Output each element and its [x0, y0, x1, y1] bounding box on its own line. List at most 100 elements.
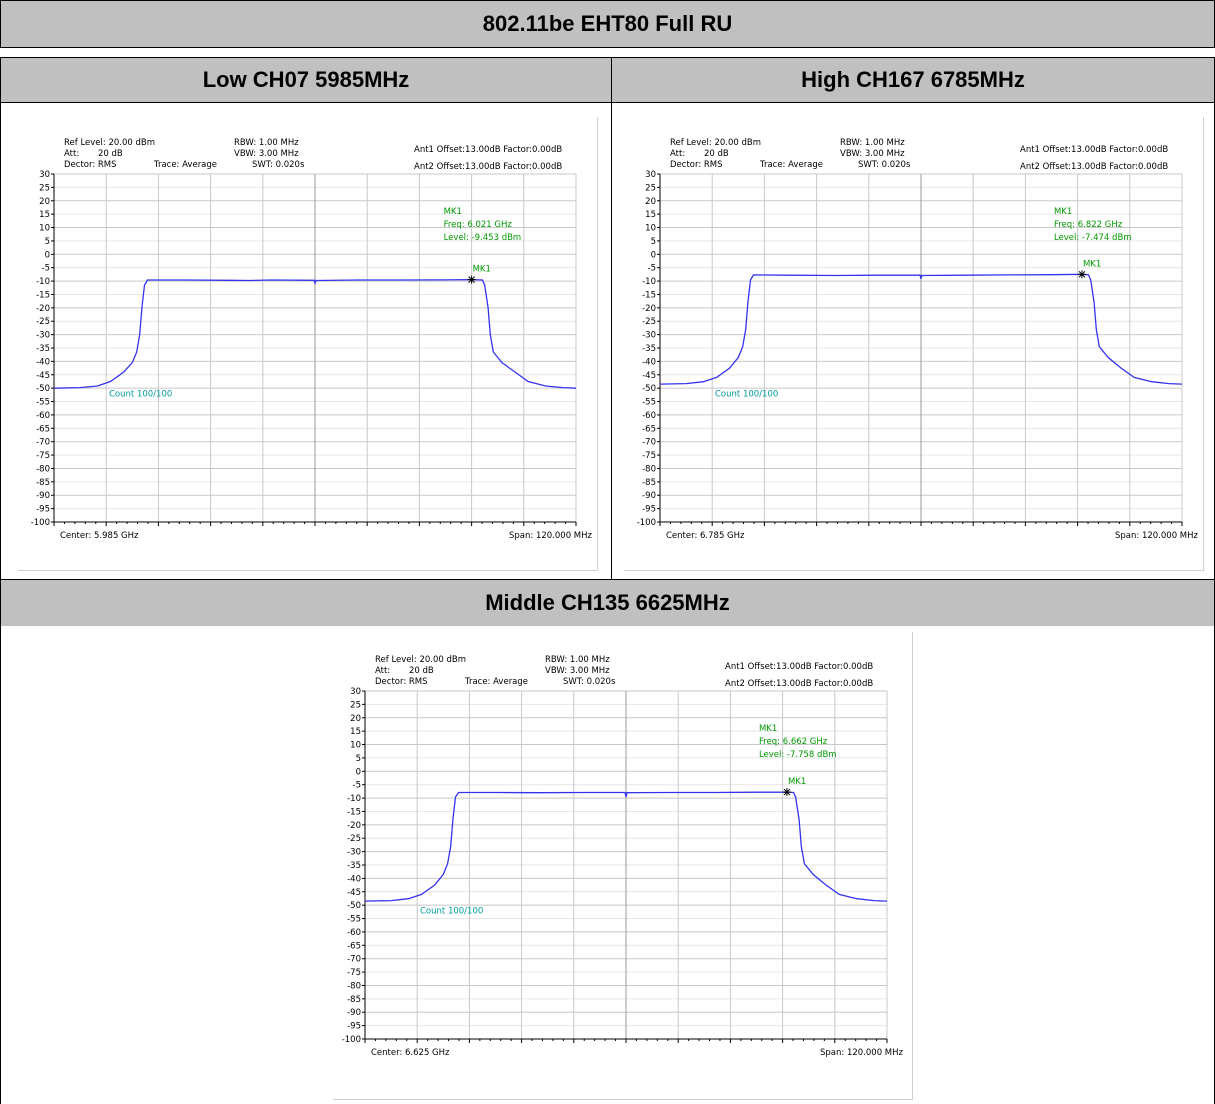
y-tick-label: -95	[347, 1022, 361, 1032]
cell-low-plot	[0, 102, 612, 580]
y-tick-label: -55	[347, 915, 361, 925]
spectrum-trace	[53, 278, 577, 389]
ant2-offset-label: Ant2 Offset:13.00dB Factor:0.00dB	[414, 162, 562, 172]
y-tick-label: -80	[36, 464, 50, 474]
y-tick-label: -40	[642, 357, 656, 367]
marker-readout-name: MK1	[444, 207, 462, 217]
y-tick-label: -40	[36, 357, 50, 367]
y-tick-label: 20	[350, 714, 361, 724]
att-value: 20 dB	[409, 666, 434, 676]
y-tick-label: -45	[347, 888, 361, 898]
y-tick-label: -85	[347, 995, 361, 1005]
y-tick-label: 0	[651, 250, 656, 260]
ant1-offset-label: Ant1 Offset:13.00dB Factor:0.00dB	[1020, 145, 1168, 155]
marker-readout-freq: Freq: 6.021 GHz	[444, 220, 513, 230]
ant1-offset-label: Ant1 Offset:13.00dB Factor:0.00dB	[414, 145, 562, 155]
y-tick-label: -100	[342, 1035, 361, 1045]
y-tick-label: -20	[642, 304, 656, 314]
y-tick-label: 25	[350, 700, 361, 710]
y-tick-label: -70	[347, 955, 361, 965]
y-tick-label: -90	[347, 1008, 361, 1018]
y-tick-label: -20	[36, 304, 50, 314]
marker-readout-level: Level: -9.453 dBm	[444, 233, 522, 243]
y-tick-label: 20	[39, 197, 50, 207]
y-tick-label: 10	[39, 224, 50, 234]
rbw-label: RBW: 1.00 MHz	[234, 138, 299, 148]
y-tick-label: -100	[31, 518, 50, 528]
y-tick-label: -35	[347, 861, 361, 871]
y-tick-label: -45	[642, 371, 656, 381]
count-label: Count 100/100	[420, 907, 483, 917]
y-tick-label: -30	[36, 331, 50, 341]
detector-label: Dector: RMS	[670, 160, 723, 170]
y-tick-label: -25	[36, 317, 50, 327]
y-tick-label: 20	[645, 197, 656, 207]
marker-point	[468, 276, 475, 283]
marker-point	[783, 788, 791, 796]
y-tick-label: 15	[350, 727, 361, 737]
y-tick-label: -75	[347, 968, 361, 978]
ant2-offset-label: Ant2 Offset:13.00dB Factor:0.00dB	[1020, 162, 1168, 172]
y-tick-label: -65	[347, 941, 361, 951]
center-frequency-label: Center: 6.785 GHz	[666, 531, 745, 541]
y-tick-label: -5	[42, 264, 50, 274]
y-tick-label: -65	[36, 424, 50, 434]
y-tick-label: -85	[36, 478, 50, 488]
y-tick-label: -70	[36, 438, 50, 448]
trace-mode-label: Trace: Average	[759, 160, 823, 170]
marker-readout-level: Level: -7.758 dBm	[759, 750, 837, 760]
marker-readout-freq: Freq: 6.662 GHz	[759, 737, 828, 747]
y-tick-label: -30	[347, 848, 361, 858]
plot-frame-low	[18, 117, 598, 571]
marker-readout-name: MK1	[1054, 207, 1072, 217]
y-tick-label: 5	[356, 754, 361, 764]
y-tick-label: 10	[645, 224, 656, 234]
y-tick-label: -35	[36, 344, 50, 354]
y-tick-label: 30	[350, 687, 361, 697]
table-title: 802.11be EHT80 Full RU	[0, 0, 1215, 48]
count-label: Count 100/100	[109, 390, 172, 400]
y-tick-label: -35	[642, 344, 656, 354]
trace-mode-label: Trace: Average	[153, 160, 217, 170]
y-tick-label: -15	[642, 290, 656, 300]
detector-label: Dector: RMS	[375, 677, 428, 687]
marker-label: MK1	[473, 265, 491, 275]
marker-label: MK1	[788, 777, 806, 787]
span-label: Span: 120.000 MHz	[509, 531, 593, 541]
y-tick-label: 10	[350, 741, 361, 751]
count-label: Count 100/100	[715, 390, 778, 400]
y-tick-label: -50	[642, 384, 656, 394]
ref-level-label: Ref Level: 20.00 dBm	[670, 138, 761, 148]
y-tick-label: 0	[356, 767, 361, 777]
center-frequency-label: Center: 5.985 GHz	[60, 531, 139, 541]
y-tick-label: 25	[39, 183, 50, 193]
ref-level-label: Ref Level: 20.00 dBm	[64, 138, 155, 148]
y-tick-label: -30	[642, 331, 656, 341]
rbw-label: RBW: 1.00 MHz	[840, 138, 905, 148]
y-tick-label: -60	[642, 411, 656, 421]
y-tick-label: -25	[347, 834, 361, 844]
y-tick-label: -15	[347, 807, 361, 817]
span-label: Span: 120.000 MHz	[1115, 531, 1199, 541]
y-tick-label: -20	[347, 821, 361, 831]
y-tick-label: 0	[45, 250, 50, 260]
marker-readout-name: MK1	[759, 724, 777, 734]
vbw-label: VBW: 3.00 MHz	[840, 149, 905, 159]
y-tick-label: -85	[642, 478, 656, 488]
spectrum-trace	[364, 791, 888, 902]
y-tick-label: -60	[36, 411, 50, 421]
y-tick-label: -25	[642, 317, 656, 327]
y-tick-label: -5	[648, 264, 656, 274]
ant2-offset-label: Ant2 Offset:13.00dB Factor:0.00dB	[725, 679, 873, 689]
y-tick-label: -55	[642, 398, 656, 408]
y-tick-label: -80	[642, 464, 656, 474]
marker-readout-level: Level: -7.474 dBm	[1054, 233, 1132, 243]
y-tick-label: -10	[347, 794, 361, 804]
vbw-label: VBW: 3.00 MHz	[234, 149, 299, 159]
y-tick-label: -95	[36, 505, 50, 515]
att-value: 20 dB	[704, 149, 729, 159]
